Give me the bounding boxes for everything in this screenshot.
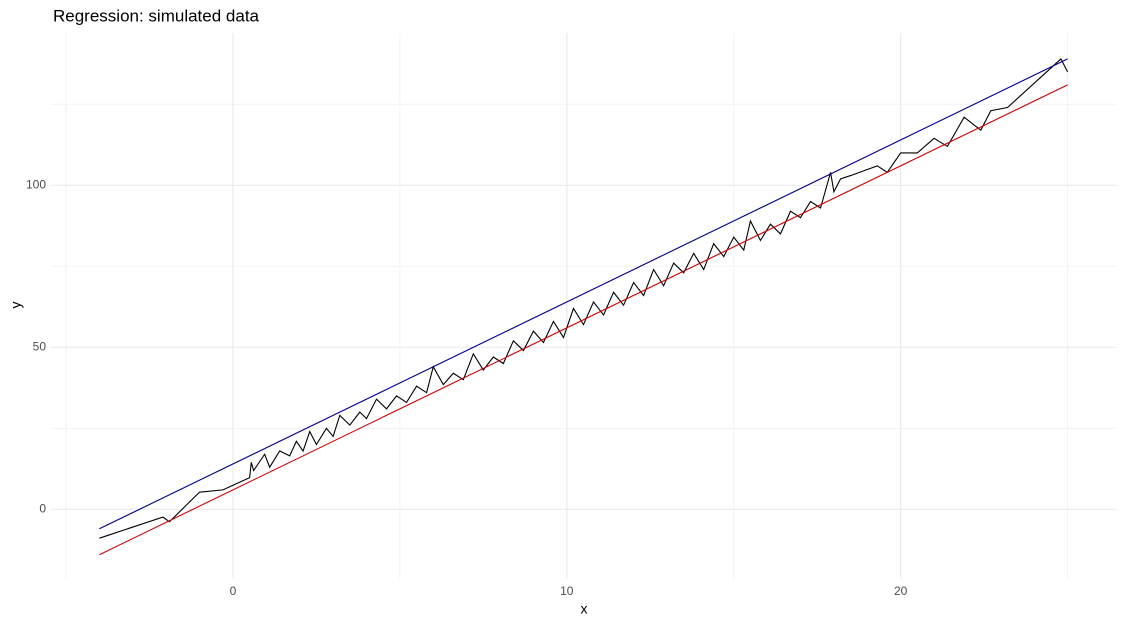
x-tick-label: 0 bbox=[230, 584, 237, 598]
y-tick-label: 50 bbox=[33, 339, 47, 353]
data-line bbox=[99, 58, 1069, 539]
data-line bbox=[99, 84, 1068, 556]
data-line bbox=[99, 58, 1068, 530]
x-tick-label: 10 bbox=[560, 584, 574, 598]
y-tick-label: 0 bbox=[39, 502, 46, 516]
x-tick-label: 20 bbox=[894, 584, 908, 598]
y-tick-label: 100 bbox=[26, 177, 46, 191]
y-axis-title: y bbox=[8, 302, 24, 309]
x-axis-title: x bbox=[581, 601, 588, 617]
chart-title: Regression: simulated data bbox=[53, 6, 260, 25]
